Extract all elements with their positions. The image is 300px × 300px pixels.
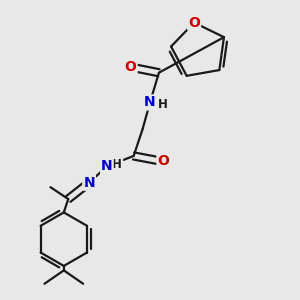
Text: H: H (112, 158, 122, 171)
Text: H: H (158, 98, 167, 111)
Text: N: N (83, 176, 95, 190)
Text: N: N (101, 159, 113, 173)
Text: O: O (188, 16, 200, 30)
Text: O: O (125, 60, 136, 74)
Text: O: O (158, 154, 169, 168)
Text: N: N (144, 95, 156, 110)
